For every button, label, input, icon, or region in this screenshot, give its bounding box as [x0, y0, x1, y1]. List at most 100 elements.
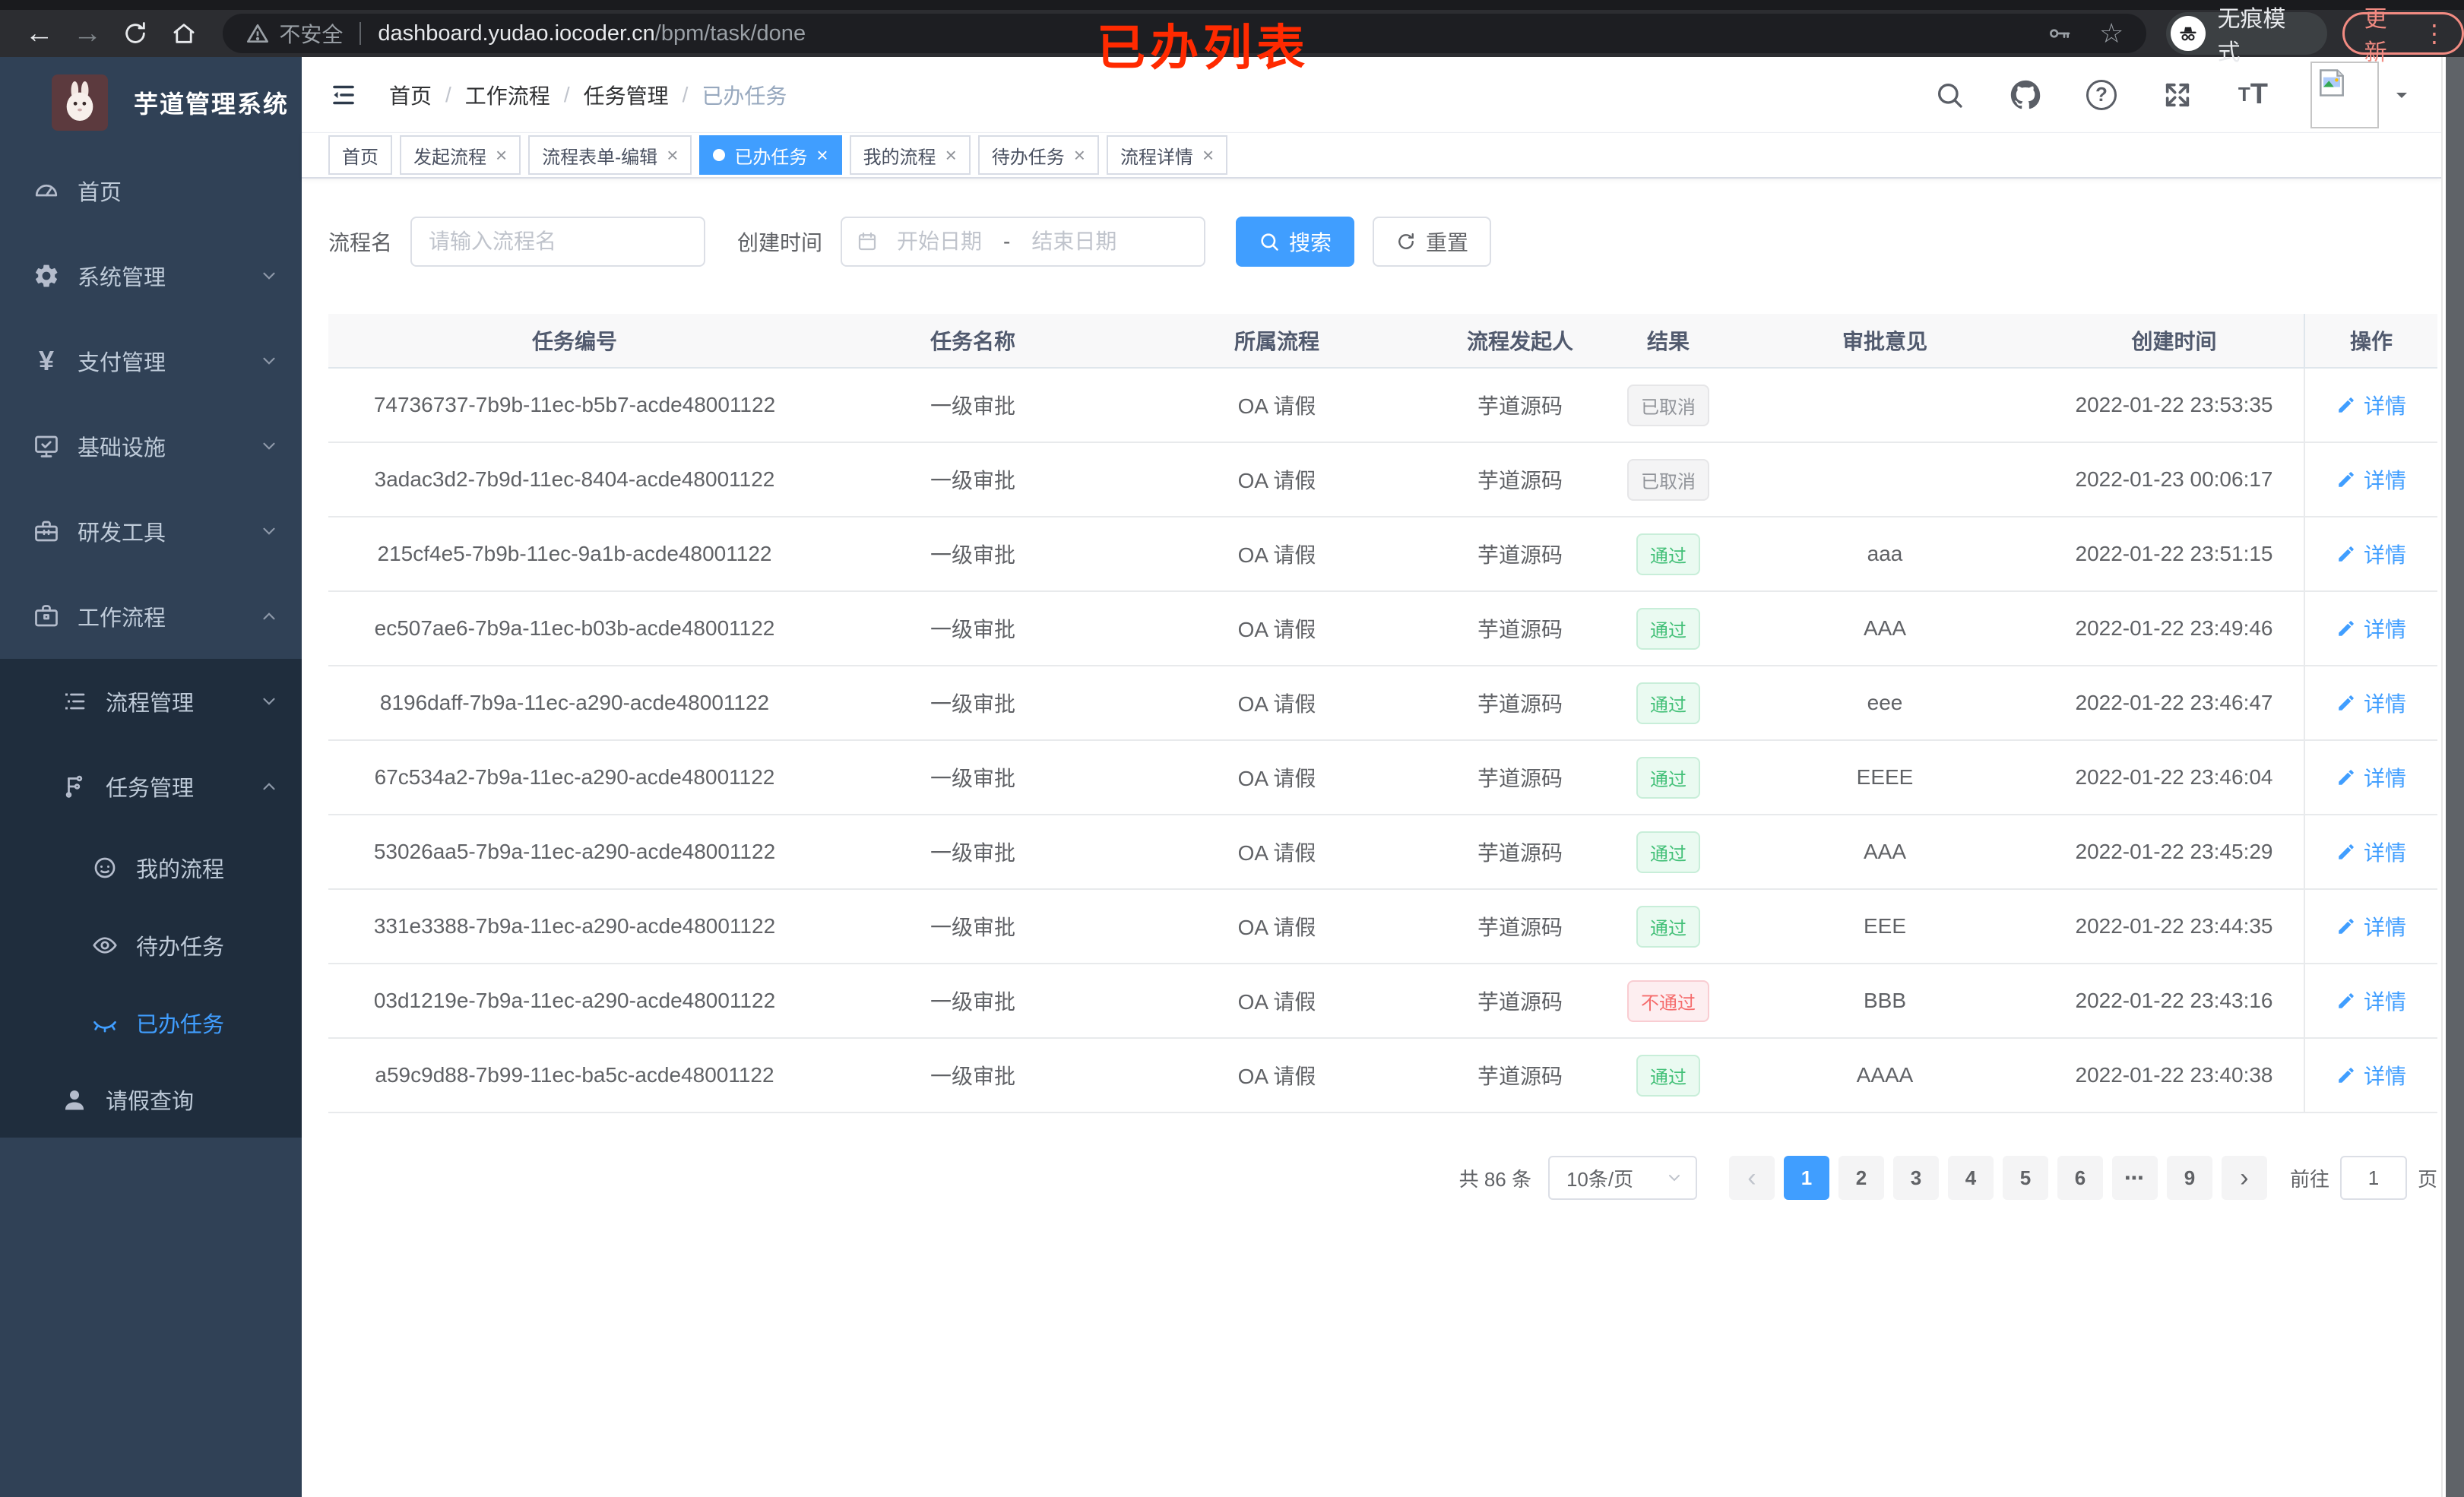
search-button[interactable]: 搜索: [1236, 217, 1355, 267]
page-button[interactable]: 4: [1947, 1156, 1994, 1200]
detail-link[interactable]: 详情: [2336, 911, 2406, 942]
fullscreen-icon[interactable]: [2162, 80, 2193, 110]
detail-label: 详情: [2363, 394, 2406, 418]
tab[interactable]: 首页 ×: [328, 135, 392, 175]
comment-cell: AAA: [1863, 840, 1907, 863]
sidebar-item-system[interactable]: 系统管理: [0, 233, 302, 318]
eye-closed-icon: [89, 1007, 121, 1039]
scrollbar-thumb[interactable]: [2446, 57, 2464, 1497]
detail-link[interactable]: 详情: [2336, 390, 2406, 420]
tab[interactable]: 流程表单-编辑 ×: [528, 135, 692, 175]
detail-link[interactable]: 详情: [2336, 837, 2406, 867]
goto-page-input[interactable]: [2339, 1156, 2407, 1200]
sidebar-collapse-icon[interactable]: [328, 80, 362, 110]
avatar[interactable]: [2310, 61, 2379, 128]
detail-link[interactable]: 详情: [2336, 464, 2406, 495]
sidebar-item-infra[interactable]: 基础设施: [0, 404, 302, 489]
sidebar-item-process-mgmt[interactable]: 流程管理: [0, 659, 302, 744]
page-scrollbar[interactable]: [2441, 57, 2464, 1497]
sidebar-item-done-task[interactable]: 已办任务: [0, 984, 302, 1062]
actions-cell: 详情: [2304, 369, 2437, 442]
password-key-icon[interactable]: [2048, 21, 2072, 46]
app-logo[interactable]: 芋道管理系统: [0, 57, 302, 148]
url-bar[interactable]: 不安全 dashboard.yudao.iocoder.cn /bpm/task…: [223, 14, 2147, 53]
page-button[interactable]: 2: [1838, 1156, 1884, 1200]
help-icon[interactable]: ?: [2086, 79, 2117, 110]
sidebar-item-task-mgmt[interactable]: 任务管理: [0, 744, 302, 829]
process-name-input[interactable]: [410, 217, 706, 267]
forward-icon[interactable]: →: [73, 17, 103, 49]
task-id-cell: 8196daff-7b9a-11ec-a290-acde48001122: [379, 691, 770, 714]
process-cell: OA 请假: [1237, 1065, 1316, 1088]
col-task-id: 任务编号: [531, 330, 617, 353]
search-icon[interactable]: [1934, 80, 1965, 110]
end-date-input[interactable]: [1013, 229, 1135, 254]
page-button[interactable]: ⋯: [2111, 1156, 2158, 1200]
start-date-input[interactable]: [879, 229, 1001, 254]
update-button[interactable]: 更新 ⋮: [2342, 7, 2464, 65]
edit-pencil-icon: [2339, 844, 2354, 859]
status-badge: 通过: [1636, 831, 1700, 873]
detail-link[interactable]: 详情: [2336, 613, 2406, 644]
sidebar-item-leave-query[interactable]: 请假查询: [0, 1062, 302, 1138]
page-button[interactable]: 5: [2002, 1156, 2048, 1200]
monitor-check-icon: [30, 430, 62, 462]
tags-view: 首页 × 发起流程 × 流程表单-编辑 × 已办任务 × 我的流程 × 待办任务: [302, 133, 2441, 179]
detail-link[interactable]: 详情: [2336, 986, 2406, 1016]
date-range-picker[interactable]: -: [841, 217, 1206, 267]
sidebar-item-workflow[interactable]: 工作流程: [0, 574, 302, 659]
page-size-select[interactable]: 10条/页: [1547, 1156, 1697, 1200]
prev-page-button[interactable]: ‹: [1728, 1156, 1775, 1200]
tab[interactable]: 流程详情 ×: [1106, 135, 1228, 175]
page-button[interactable]: 3: [1892, 1156, 1939, 1200]
breadcrumb-task-mgmt[interactable]: 任务管理: [583, 84, 669, 108]
browser-menu-icon[interactable]: ⋮: [2421, 20, 2448, 47]
tab[interactable]: 待办任务 ×: [977, 135, 1099, 175]
edit-pencil-icon: [2339, 770, 2354, 785]
calendar-icon: [858, 232, 876, 251]
page-button[interactable]: 6: [2057, 1156, 2103, 1200]
breadcrumb-workflow[interactable]: 工作流程: [464, 84, 550, 108]
incognito-icon: [2171, 16, 2206, 51]
tab[interactable]: 我的流程 ×: [849, 135, 971, 175]
reset-button[interactable]: 重置: [1373, 217, 1492, 267]
bookmark-star-icon[interactable]: ☆: [2099, 17, 2124, 49]
detail-link[interactable]: 详情: [2336, 688, 2406, 718]
tab-close-icon[interactable]: ×: [496, 144, 508, 166]
tab-close-icon[interactable]: ×: [1073, 144, 1085, 166]
page-button[interactable]: 9: [2166, 1156, 2212, 1200]
sidebar-item-devtools[interactable]: 研发工具: [0, 489, 302, 574]
github-icon[interactable]: [2010, 80, 2041, 110]
reload-icon[interactable]: [119, 17, 152, 50]
create-time-cell: 2022-01-22 23:53:35: [2075, 393, 2273, 416]
tab-close-icon[interactable]: ×: [667, 144, 679, 166]
next-page-button[interactable]: ›: [2221, 1156, 2267, 1200]
back-icon[interactable]: ←: [24, 17, 54, 49]
avatar-caret-icon[interactable]: [2393, 86, 2411, 104]
breadcrumb-home[interactable]: 首页: [389, 84, 432, 108]
task-name-cell: 一级审批: [930, 841, 1015, 865]
tab-close-icon[interactable]: ×: [816, 144, 828, 166]
chevron-down-icon: [259, 521, 279, 541]
tab-close-icon[interactable]: ×: [945, 144, 957, 166]
table-row: ec507ae6-7b9a-11ec-b03b-acde48001122 一级审…: [328, 592, 2437, 666]
tab[interactable]: 发起流程 ×: [400, 135, 521, 175]
search-label: 搜索: [1289, 231, 1332, 255]
detail-link[interactable]: 详情: [2336, 1060, 2406, 1090]
security-warning-icon[interactable]: [245, 21, 270, 46]
home-icon[interactable]: [167, 17, 200, 50]
sidebar-item-home[interactable]: 首页: [0, 148, 302, 233]
incognito-badge: 无痕模式: [2166, 7, 2327, 65]
sidebar-item-payment[interactable]: ¥ 支付管理: [0, 318, 302, 404]
page-button[interactable]: 1: [1783, 1156, 1829, 1200]
sidebar-item-my-process[interactable]: 我的流程: [0, 829, 302, 907]
tab-close-icon[interactable]: ×: [1202, 144, 1215, 166]
sidebar-item-todo-task[interactable]: 待办任务: [0, 907, 302, 984]
detail-link[interactable]: 详情: [2336, 762, 2406, 793]
task-id-cell: 53026aa5-7b9a-11ec-a290-acde48001122: [373, 840, 776, 863]
detail-link[interactable]: 详情: [2336, 539, 2406, 569]
tab[interactable]: 已办任务 ×: [699, 135, 842, 175]
initiator-cell: 芋道源码: [1477, 394, 1563, 418]
comment-cell: AAA: [1863, 616, 1907, 640]
